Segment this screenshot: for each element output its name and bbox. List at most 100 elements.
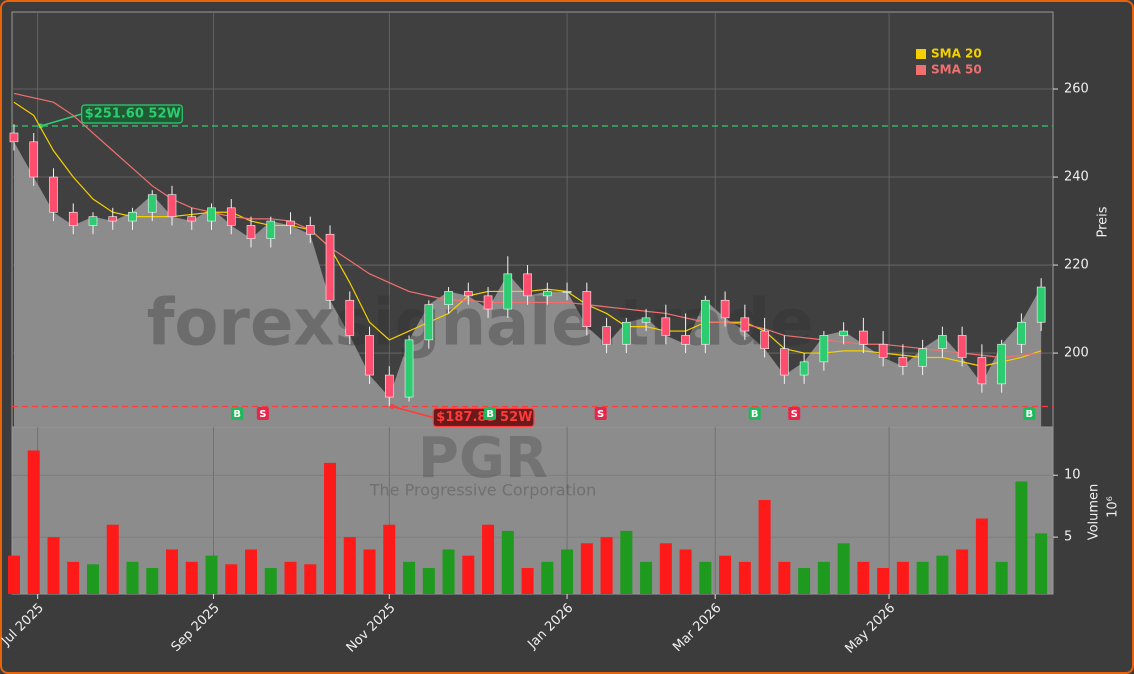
- signal-marker: [788, 407, 801, 420]
- candle-body: [641, 317, 651, 323]
- candle-body: [977, 357, 987, 385]
- candle-body: [305, 225, 315, 235]
- volume-bar: [501, 530, 514, 594]
- signal-marker: [1023, 407, 1036, 420]
- signal-label: S: [791, 409, 798, 420]
- volume-bar: [659, 543, 672, 594]
- candle-body: [246, 225, 256, 239]
- candle-body: [957, 335, 967, 358]
- x-tick-label: Jan 2026: [525, 601, 577, 653]
- candle-body: [483, 295, 493, 310]
- signal-marker: [256, 407, 269, 420]
- volume-bar: [166, 549, 179, 594]
- candle-body: [997, 343, 1006, 385]
- candle-body: [128, 211, 137, 222]
- signal-label: S: [259, 409, 266, 420]
- y-tick-label: 200: [1064, 346, 1089, 361]
- candle-body: [878, 343, 888, 358]
- candle-body: [29, 141, 39, 178]
- volume-bar: [106, 524, 119, 594]
- x-tick-label: Nov 2025: [344, 601, 399, 656]
- candle-body: [68, 211, 78, 226]
- x-tick-label: Mar 2026: [670, 601, 724, 655]
- x-tick-label: Jul 2025: [0, 601, 47, 650]
- candle-body: [681, 335, 690, 345]
- volume-bar: [442, 549, 455, 594]
- volume-bar: [916, 561, 929, 594]
- volume-bar: [896, 561, 909, 594]
- annotation-box: [81, 104, 183, 124]
- volume-bar: [679, 549, 692, 594]
- y-tick-label: 260: [1064, 82, 1089, 97]
- volume-bar: [185, 561, 198, 594]
- volume-bar: [1035, 533, 1048, 594]
- candle-body: [325, 233, 335, 301]
- volume-axis-unit: 10⁶: [1106, 496, 1121, 518]
- candle-body: [503, 273, 513, 310]
- volume-bar: [343, 537, 356, 594]
- legend-label: SMA 50: [931, 63, 982, 77]
- candle-body: [760, 330, 769, 349]
- candle-body: [661, 317, 671, 336]
- candle-body: [720, 299, 730, 319]
- annotation-point: [389, 404, 395, 410]
- candle-body: [582, 291, 592, 327]
- candle-body: [207, 207, 216, 222]
- candle-body: [523, 273, 532, 297]
- watermark-site: forexsignale.trade: [147, 287, 814, 361]
- volume-bar: [1015, 481, 1028, 594]
- signal-label: B: [1025, 409, 1033, 420]
- volume-y-tick-label: 5: [1064, 530, 1072, 545]
- annotation-arrow: [392, 405, 434, 419]
- signal-label: B: [233, 409, 241, 420]
- volume-bar: [304, 564, 317, 594]
- candle-body: [701, 299, 710, 345]
- volume-bar: [324, 462, 337, 594]
- candle-body: [266, 220, 276, 239]
- volume-bar: [699, 561, 712, 594]
- candle-body: [365, 335, 374, 376]
- y-tick-label: 240: [1064, 170, 1089, 185]
- volume-bar: [778, 561, 791, 594]
- signal-label: B: [751, 409, 759, 420]
- candle-body: [384, 374, 394, 398]
- volume-bar: [47, 537, 60, 594]
- candle-body: [49, 176, 58, 213]
- volume-bar: [284, 561, 297, 594]
- y-axis-title: Preis: [1096, 206, 1111, 237]
- volume-bar: [719, 555, 732, 594]
- signal-marker: [594, 407, 607, 420]
- annotation-label: $251.60 52W: [85, 106, 181, 121]
- candle-body: [819, 335, 829, 363]
- candle-body: [108, 216, 118, 222]
- candle-body: [9, 132, 19, 143]
- signal-marker: [748, 407, 761, 420]
- volume-bar: [363, 549, 376, 594]
- volume-bar: [482, 524, 495, 594]
- candle-body: [286, 220, 295, 226]
- volume-bar: [27, 450, 40, 594]
- candle-body: [345, 299, 355, 336]
- x-tick-label: May 2026: [842, 601, 898, 657]
- volume-bar: [383, 524, 396, 594]
- volume-bar: [600, 537, 613, 594]
- volume-bar: [541, 561, 554, 594]
- candle-body: [918, 348, 927, 367]
- candle-body: [839, 330, 848, 336]
- volume-bar: [245, 549, 258, 594]
- signal-label: B: [486, 409, 494, 420]
- volume-bar: [738, 561, 751, 594]
- candle-body: [859, 330, 868, 345]
- legend-swatch: [916, 49, 926, 59]
- candle-body: [898, 357, 908, 367]
- candle-body: [622, 321, 631, 345]
- legend-label: SMA 20: [931, 47, 982, 61]
- volume-bar: [817, 561, 830, 594]
- volume-bar: [975, 518, 988, 594]
- volume-bar: [857, 561, 870, 594]
- candle-body: [799, 361, 809, 376]
- volume-bar: [225, 564, 238, 594]
- candle-body: [404, 339, 414, 398]
- candle-body: [1017, 321, 1026, 345]
